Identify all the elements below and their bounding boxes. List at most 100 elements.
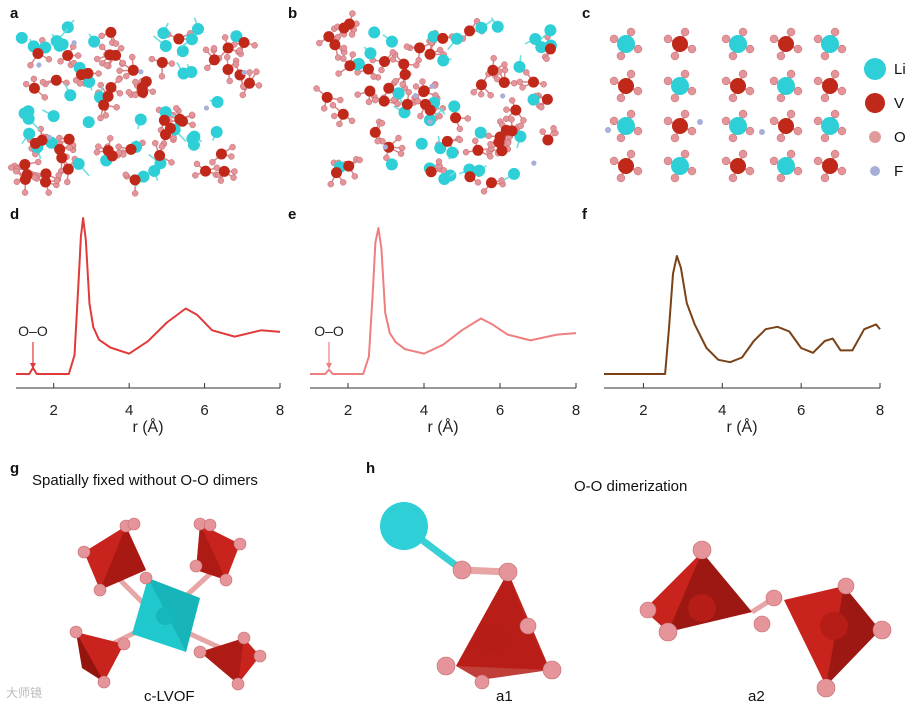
v-atom xyxy=(343,160,355,172)
v-atom xyxy=(19,173,31,185)
li-atom xyxy=(50,35,63,48)
v-atom xyxy=(425,166,437,178)
o-atom xyxy=(348,117,356,125)
legend-item-f: F xyxy=(862,154,906,188)
v-atom xyxy=(106,150,118,162)
element-legend: Li V O F xyxy=(862,52,906,188)
o-atom xyxy=(813,116,823,126)
o-atom xyxy=(470,89,477,96)
o-atom xyxy=(129,53,136,61)
o-atom xyxy=(329,101,337,109)
o-atom xyxy=(498,177,505,184)
f-atom xyxy=(697,119,703,125)
v-atom xyxy=(424,48,436,60)
v-atom xyxy=(378,95,390,107)
rdf-series-line xyxy=(310,227,577,375)
v-atom xyxy=(62,163,74,175)
o-atom xyxy=(456,136,464,144)
o-atom xyxy=(687,44,697,54)
o-atom xyxy=(793,126,803,136)
o-atom xyxy=(63,79,70,87)
o-atom xyxy=(221,34,229,41)
v-atom xyxy=(98,99,110,111)
o-atom xyxy=(738,109,748,119)
o-atom xyxy=(769,76,779,86)
o-atom xyxy=(228,153,235,160)
v-atom xyxy=(137,86,149,98)
li-atom xyxy=(210,126,223,139)
f-atom xyxy=(382,144,388,150)
li-atom xyxy=(185,33,198,46)
o-atom xyxy=(56,134,63,142)
rdf-series-line xyxy=(604,255,881,375)
o-atom xyxy=(687,126,697,136)
x-tick-label: 6 xyxy=(496,402,504,419)
annotation-arrowhead xyxy=(326,363,332,369)
o-atom xyxy=(626,109,636,119)
o-atom xyxy=(189,121,196,129)
legend-label: F xyxy=(894,162,904,180)
o-atom xyxy=(30,75,38,83)
li-atom xyxy=(385,158,398,171)
rdf-series-line xyxy=(16,217,281,375)
o-atom xyxy=(392,77,399,85)
o-o-annotation: O–O xyxy=(18,323,48,339)
v-atom xyxy=(321,91,333,103)
v-atom xyxy=(110,49,122,61)
o-atom xyxy=(395,134,402,142)
li-atom xyxy=(380,502,428,550)
o-atom xyxy=(776,133,786,143)
li-atom xyxy=(148,164,161,177)
o-atom xyxy=(728,173,738,183)
o-o-annotation: O–O xyxy=(314,323,344,339)
legend-label: O xyxy=(894,128,906,146)
x-tick-label: 8 xyxy=(572,402,580,419)
panel-g-title: Spatially fixed without O-O dimers xyxy=(32,472,258,489)
v-atom xyxy=(164,122,176,134)
watermark-text: 大师镜 xyxy=(6,686,43,700)
o-atom xyxy=(490,54,497,62)
o-atom xyxy=(670,51,680,61)
o-atom xyxy=(745,126,755,136)
li-atom xyxy=(364,47,377,60)
o-atom xyxy=(116,90,124,97)
v-atom xyxy=(173,33,185,45)
o-atom xyxy=(663,76,673,86)
v-atom xyxy=(50,74,62,86)
o-atom xyxy=(349,10,356,17)
li-atom xyxy=(368,26,381,39)
f-atom xyxy=(531,160,537,166)
li-atom xyxy=(177,67,190,80)
o-atom xyxy=(398,144,406,152)
o-atom xyxy=(504,139,512,147)
f-atom xyxy=(138,69,144,75)
o-atom xyxy=(487,141,494,148)
v-atom xyxy=(222,42,234,54)
v-atom xyxy=(541,93,553,105)
o-atom xyxy=(776,93,786,103)
o-atom xyxy=(616,133,626,143)
o-atom xyxy=(419,78,426,85)
o-atom xyxy=(670,93,680,103)
v-atom xyxy=(343,18,355,30)
o-atom xyxy=(239,91,246,99)
o-atom xyxy=(93,148,101,156)
o-atom xyxy=(616,51,626,61)
o-atom xyxy=(131,190,139,197)
o-atom xyxy=(103,61,110,69)
v-atom xyxy=(63,133,75,145)
o-atom xyxy=(246,69,253,76)
panel-label-f: f xyxy=(582,206,587,223)
v-atom xyxy=(208,54,220,66)
o-atom xyxy=(414,97,421,105)
v-atom xyxy=(32,47,44,59)
c-lvof-structure xyxy=(69,517,267,691)
o-atom xyxy=(687,166,697,176)
f-atom xyxy=(412,92,419,99)
v-atom xyxy=(414,42,426,54)
o-atom xyxy=(204,64,211,72)
o-atom xyxy=(543,55,550,62)
o-atom xyxy=(728,93,738,103)
o-atom xyxy=(837,166,847,176)
o-atom xyxy=(464,115,471,122)
